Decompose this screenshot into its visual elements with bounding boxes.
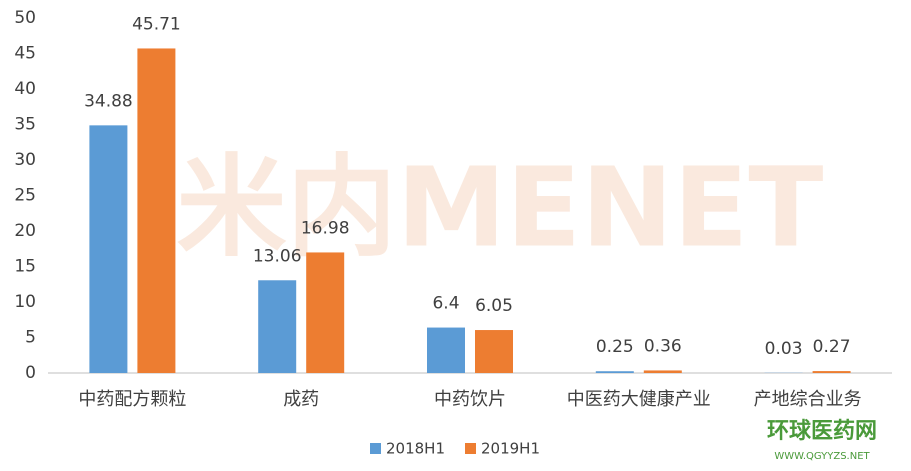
x-tick-label: 中药饮片 xyxy=(434,389,506,410)
bar xyxy=(812,371,851,373)
data-label: 16.98 xyxy=(301,218,350,238)
bar xyxy=(137,48,176,374)
data-label: 0.03 xyxy=(765,339,803,359)
logo-name: 环球医药网 xyxy=(767,419,877,444)
data-label: 34.88 xyxy=(84,91,133,111)
legend-label: 2019H1 xyxy=(481,440,540,458)
y-tick-label: 20 xyxy=(14,221,36,241)
x-tick-label: 成药 xyxy=(283,389,319,410)
y-tick-label: 30 xyxy=(14,150,36,170)
legend-swatch xyxy=(465,443,476,454)
data-label: 13.06 xyxy=(253,246,302,266)
logo-url: WWW.QGYYZS.NET xyxy=(774,451,870,462)
x-tick-label: 产地综合业务 xyxy=(754,389,862,410)
y-tick-label: 35 xyxy=(14,115,36,135)
data-label: 0.27 xyxy=(813,337,851,357)
legend-label: 2018H1 xyxy=(386,440,445,458)
y-tick-label: 0 xyxy=(25,363,36,383)
y-tick-label: 15 xyxy=(14,257,36,277)
bar xyxy=(643,370,682,373)
y-tick-label: 50 xyxy=(14,8,36,28)
bar xyxy=(595,371,634,373)
bar xyxy=(306,252,345,373)
y-tick-label: 10 xyxy=(14,292,36,312)
data-label: 0.25 xyxy=(596,337,634,357)
x-tick-label: 中药配方颗粒 xyxy=(78,389,186,410)
y-tick-label: 45 xyxy=(14,44,36,64)
data-label: 45.71 xyxy=(132,14,181,34)
watermark: 米内MENET xyxy=(177,143,824,271)
y-tick-label: 40 xyxy=(14,79,36,99)
x-tick-label: 中医药大健康产业 xyxy=(567,389,711,410)
bar xyxy=(427,327,465,373)
bar xyxy=(475,330,513,373)
bar xyxy=(258,280,297,373)
data-label: 6.4 xyxy=(432,294,459,314)
data-label: 6.05 xyxy=(475,296,513,316)
legend-swatch xyxy=(370,443,381,454)
y-tick-label: 25 xyxy=(14,186,36,206)
data-label: 0.36 xyxy=(644,336,682,356)
y-tick-label: 5 xyxy=(25,328,36,348)
bar xyxy=(89,125,128,374)
